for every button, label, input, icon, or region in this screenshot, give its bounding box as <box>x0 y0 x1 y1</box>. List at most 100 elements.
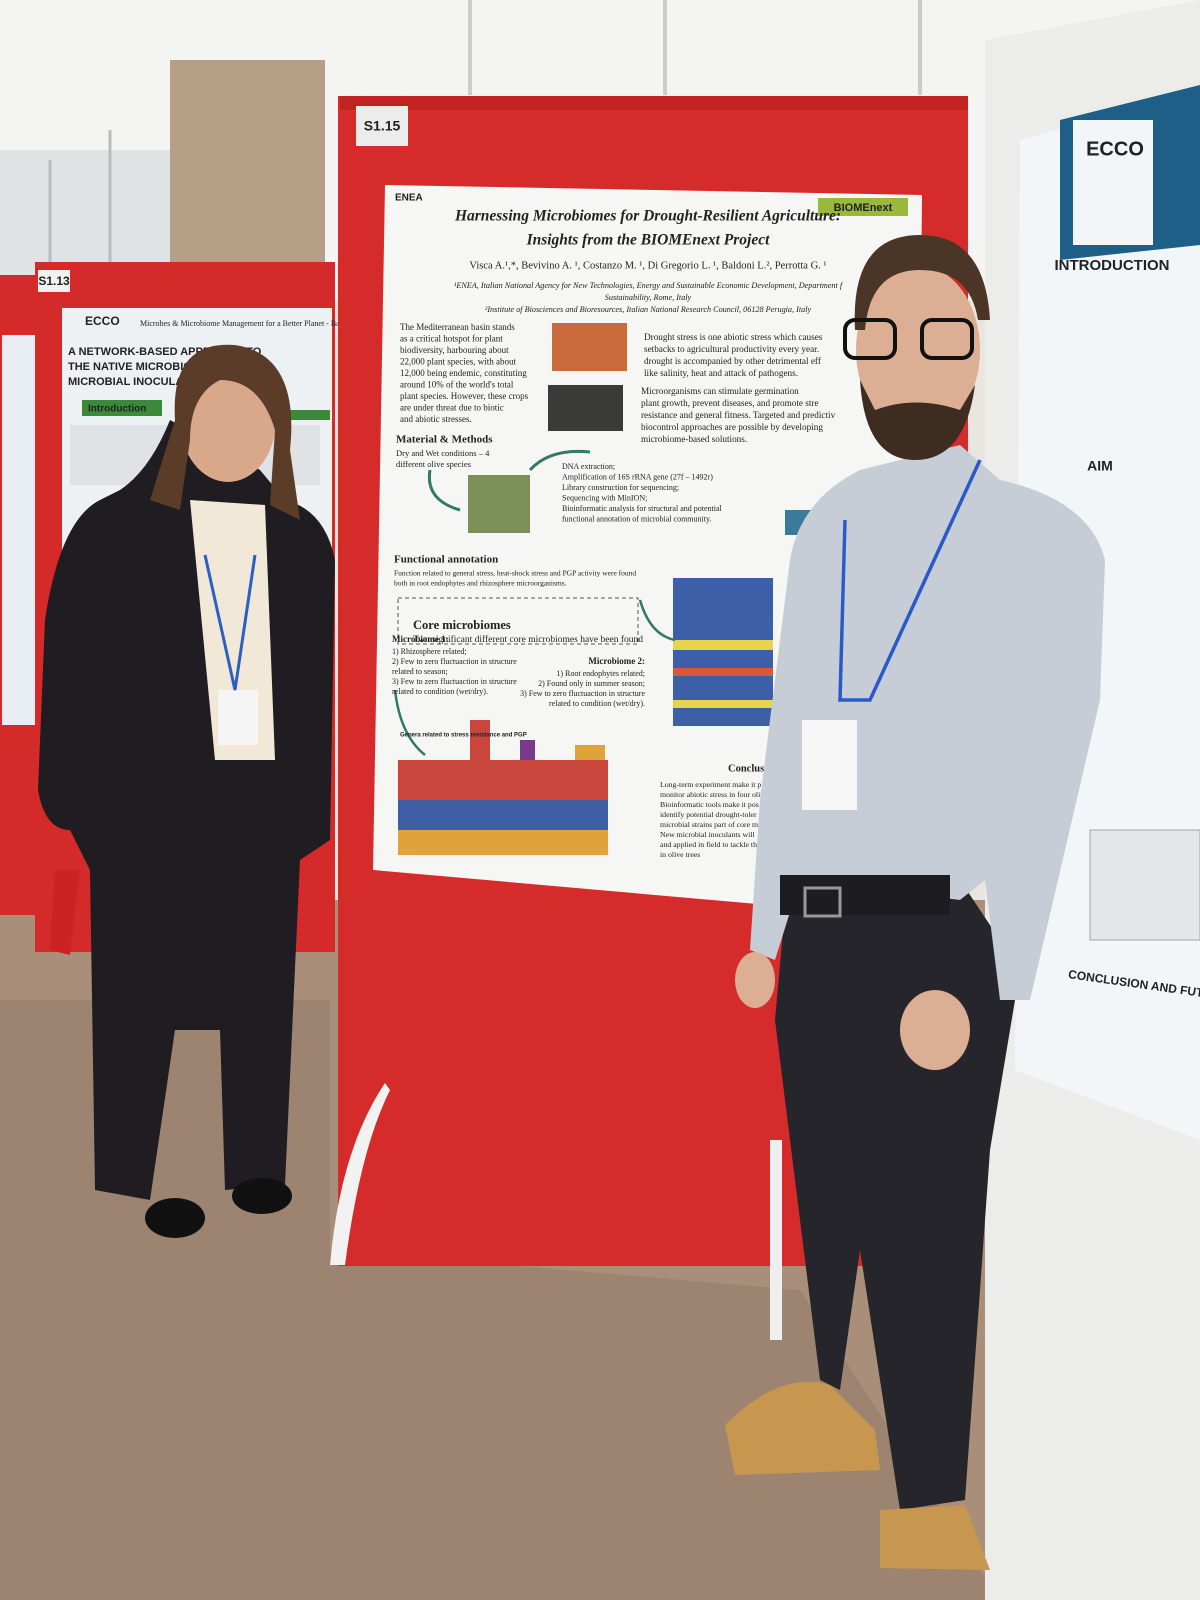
core-box <box>397 597 639 645</box>
text-line: around 10% of the world's total <box>400 380 514 390</box>
board-foot <box>50 870 80 955</box>
text-line: 2) Found only in summer season; <box>538 679 645 688</box>
poster-title-line: THE NATIVE MICROBIOTA'S <box>68 361 216 373</box>
text-line: monitor abiotic stress in four olive <box>660 790 768 799</box>
text-line: related to season; <box>392 667 448 676</box>
board-label: S1.15 <box>364 118 401 134</box>
section-bar <box>82 400 162 416</box>
text-line: New microbial inoculants will <box>660 830 755 839</box>
section-heading: Conclusions <box>728 763 782 774</box>
text-line: both in root endophytes and rhizosphere … <box>394 579 567 588</box>
text-line: ¹ENEA, Italian National Agency for New T… <box>454 281 844 290</box>
section-heading: Microbiome 2: <box>588 656 645 666</box>
section-heading: Introduction <box>88 404 146 415</box>
heatmap-band <box>673 668 773 676</box>
text-line: setbacks to agricultural productivity ev… <box>644 344 819 354</box>
logo-card <box>1073 120 1153 245</box>
text-line: Function related to general stress, heat… <box>394 569 636 578</box>
text-line: 3) Few to zero fluctuaction in structure <box>520 689 645 698</box>
section-subtitle: Two significant different core microbiom… <box>413 634 643 645</box>
section-heading: Functional annotation <box>394 554 498 566</box>
text-line: Microorganisms can stimulate germination <box>641 386 799 396</box>
text-line: Sustainability, Rome, Italy <box>605 293 692 302</box>
bar-chart-picture <box>398 720 608 855</box>
poster-text: ENEA BIOMEnext Harnessing Microbiomes fo… <box>392 193 893 859</box>
board-foot <box>770 1140 782 1340</box>
arrow <box>528 449 591 472</box>
text-line: Bioinformatic analysis for structural an… <box>562 504 723 513</box>
text-line: ²Institute of Biosciences and Bioresourc… <box>485 305 812 314</box>
window-left <box>0 150 170 280</box>
text-line: microbial strains part of core mic <box>660 820 764 829</box>
text-line: 1) Rhizosphere related; <box>392 647 467 656</box>
section-heading: Core microbiomes <box>413 618 511 632</box>
label-card <box>38 270 70 292</box>
poster-title-line: MICROBIAL INOCULANT <box>68 376 198 388</box>
text-line: Drought stress is one abiotic stress whi… <box>644 332 823 342</box>
pillar <box>170 60 325 270</box>
text-line: Long-term experiment make it p <box>660 780 761 789</box>
text-line: The Mediterranean basin stands <box>400 322 515 332</box>
logo-left: ENEA <box>395 193 423 204</box>
text-line: plant growth, prevent diseases, and prom… <box>641 398 819 408</box>
chart-caption: Genera related to stress resistance and … <box>400 733 527 739</box>
arrow <box>427 469 461 512</box>
heatmap-band <box>673 700 773 708</box>
text-line: 2) Few to zero fluctuaction in structure <box>392 657 517 666</box>
text-line: Bioinformatic tools make it pos <box>660 800 759 809</box>
authors: Visca A.¹,*, Bevivino A. ¹, Costanzo M. … <box>469 260 826 271</box>
photo-olive <box>468 475 530 533</box>
label-card <box>356 106 408 146</box>
text-line: 22,000 plant species, with about <box>400 357 516 367</box>
text-line: Amplification of 16S rRNA gene (27f – 14… <box>562 472 713 481</box>
text-line: plant species. However, these crops <box>400 391 529 401</box>
text-line: 3) Few to zero fluctuaction in structure <box>392 677 517 686</box>
text-line: identify potential drought-toler <box>660 810 757 819</box>
text-line: biocontrol approaches are possible by de… <box>641 422 823 432</box>
text-line: related to condition (wet/dry). <box>549 699 645 708</box>
text-line: as a critical hotspot for plant <box>400 334 503 344</box>
calendar-picture <box>1089 829 1200 941</box>
photo-drought <box>552 323 627 371</box>
poster-logo: ECCO <box>85 314 120 328</box>
board-top <box>340 96 968 110</box>
text-line: are under threat due to biotic <box>400 403 504 413</box>
section-bar <box>290 410 330 420</box>
logo-box <box>818 198 908 216</box>
heatmap-band <box>673 640 773 650</box>
text-line: like salinity, heat and attack of pathog… <box>644 368 798 378</box>
text-line: functional annotation of microbial commu… <box>562 514 711 523</box>
text-line: different olive species <box>396 459 471 469</box>
text-line: related to condition (wet/dry). <box>392 687 488 696</box>
text-line: DNA extraction; <box>562 462 615 471</box>
board-foot <box>330 1083 390 1265</box>
text-line: biodiversity, harbouring about <box>400 345 509 355</box>
poster-header: Microbes & Microbiome Management for a B… <box>140 319 419 328</box>
right-logo: ECCO <box>1086 138 1144 160</box>
section-heading: Material & Methods <box>396 434 493 446</box>
poster-title-line: Harnessing Microbiomes for Drought-Resil… <box>454 208 841 225</box>
text-line: and abiotic stresses. <box>400 414 472 424</box>
arrow <box>638 599 676 642</box>
person-man <box>725 235 1105 1570</box>
photo-soil <box>548 385 623 431</box>
text-line: 12,000 being endemic, constituting <box>400 368 527 378</box>
person-woman <box>38 344 335 1238</box>
text-line: microbiome-based solutions. <box>641 434 747 444</box>
section-heading: Microbiome 1: <box>392 634 449 644</box>
text-line: and applied in field to tackle the d <box>660 840 766 849</box>
text-line: in olive trees <box>660 850 700 859</box>
text-line: Dry and Wet conditions – 4 <box>396 448 490 458</box>
text-line: Library construction for sequencing; <box>562 483 679 492</box>
section-heading: AIM <box>1087 458 1113 474</box>
text-line: Sequencing with MinION; <box>562 493 647 502</box>
text-line: 1) Root endophytes related; <box>556 669 645 678</box>
text-line: resistance and general fitness. Targeted… <box>641 410 836 420</box>
arrow <box>393 689 426 756</box>
text-line: drought is accompanied by other detrimen… <box>644 356 822 366</box>
logo-right: BIOMEnext <box>834 202 893 214</box>
section-heading: INTRODUCTION <box>1055 257 1170 274</box>
board-label: S1.13 <box>38 274 70 288</box>
